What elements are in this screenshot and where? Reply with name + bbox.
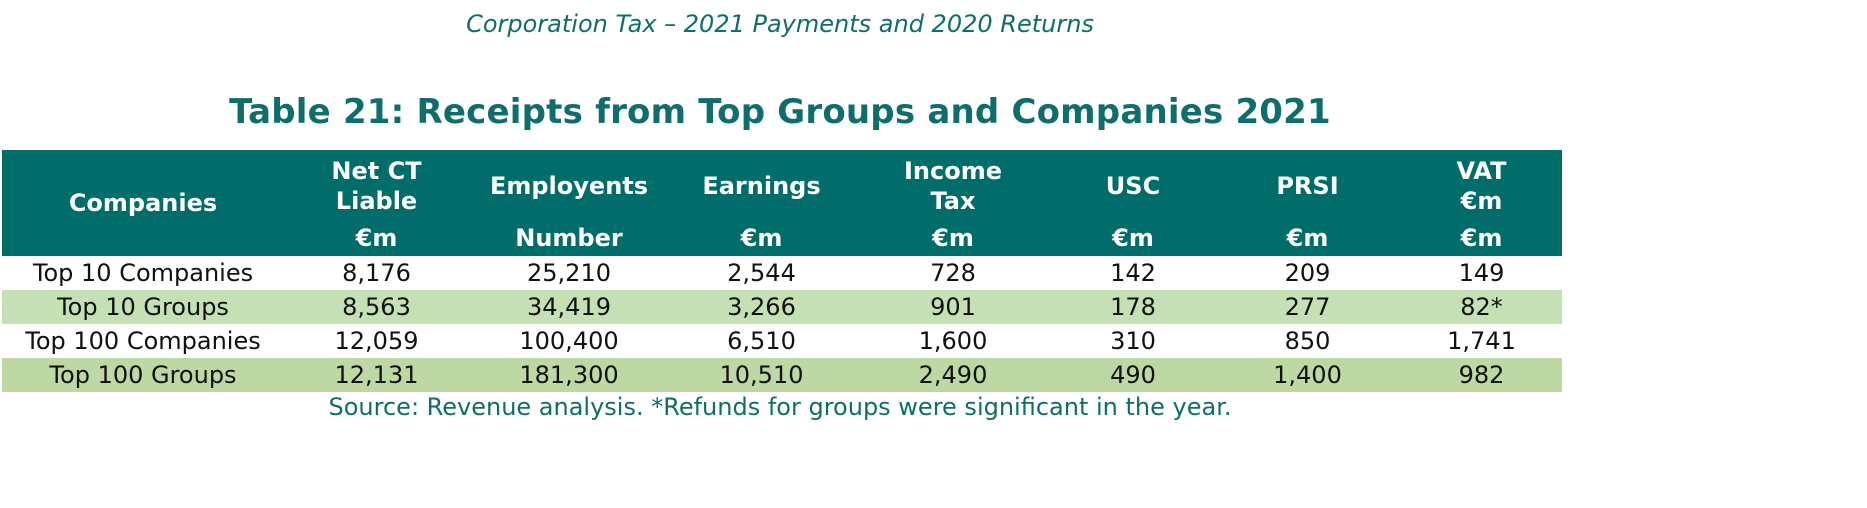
cell-usc: 142 <box>1052 256 1214 290</box>
table-row: Top 10 Groups 8,563 34,419 3,266 901 178… <box>2 290 1562 324</box>
cell-employents: 34,419 <box>469 290 669 324</box>
cell-earnings: 10,510 <box>669 358 854 392</box>
document-header-title: Corporation Tax – 2021 Payments and 2020… <box>466 10 1094 38</box>
column-unit-net-ct-liable: €m <box>284 222 469 256</box>
header-unit-row: €m Number €m €m €m €m €m <box>2 222 1562 256</box>
table-row: Top 100 Groups 12,131 181,300 10,510 2,4… <box>2 358 1562 392</box>
cell-vat: 82* <box>1401 290 1562 324</box>
column-unit-prsi: €m <box>1214 222 1401 256</box>
cell-vat: 149 <box>1401 256 1562 290</box>
column-header-income-tax: Income Tax <box>854 150 1052 222</box>
cell-earnings: 6,510 <box>669 324 854 358</box>
cell-net-ct-liable: 8,563 <box>284 290 469 324</box>
column-header-employents: Employents <box>469 150 669 222</box>
column-header-prsi: PRSI <box>1214 150 1401 222</box>
column-unit-employents: Number <box>469 222 669 256</box>
column-unit-earnings: €m <box>669 222 854 256</box>
cell-usc: 178 <box>1052 290 1214 324</box>
table-header: Companies Net CT Liable Employents Earnin… <box>2 150 1562 256</box>
table-title: Table 21: Receipts from Top Groups and C… <box>229 92 1331 132</box>
cell-prsi: 277 <box>1214 290 1401 324</box>
cell-employents: 25,210 <box>469 256 669 290</box>
row-label: Top 10 Groups <box>2 290 284 324</box>
receipts-table: Companies Net CT Liable Employents Earnin… <box>2 150 1562 392</box>
row-label: Top 100 Groups <box>2 358 284 392</box>
cell-prsi: 850 <box>1214 324 1401 358</box>
row-label: Top 100 Companies <box>2 324 284 358</box>
column-unit-vat: €m <box>1401 222 1562 256</box>
cell-net-ct-liable: 12,059 <box>284 324 469 358</box>
cell-usc: 490 <box>1052 358 1214 392</box>
cell-income-tax: 901 <box>854 290 1052 324</box>
table-row: Top 10 Companies 8,176 25,210 2,544 728 … <box>2 256 1562 290</box>
header-label-row: Companies Net CT Liable Employents Earnin… <box>2 150 1562 256</box>
cell-vat: 982 <box>1401 358 1562 392</box>
cell-income-tax: 728 <box>854 256 1052 290</box>
table-row: Top 100 Companies 12,059 100,400 6,510 1… <box>2 324 1562 358</box>
cell-income-tax: 1,600 <box>854 324 1052 358</box>
row-label: Top 10 Companies <box>2 256 284 290</box>
cell-prsi: 209 <box>1214 256 1401 290</box>
column-header-usc: USC <box>1052 150 1214 222</box>
cell-vat: 1,741 <box>1401 324 1562 358</box>
column-header-vat: VAT €m <box>1401 150 1562 222</box>
column-unit-usc: €m <box>1052 222 1214 256</box>
cell-earnings: 2,544 <box>669 256 854 290</box>
cell-earnings: 3,266 <box>669 290 854 324</box>
cell-usc: 310 <box>1052 324 1214 358</box>
cell-income-tax: 2,490 <box>854 358 1052 392</box>
column-header-earnings: Earnings <box>669 150 854 222</box>
cell-net-ct-liable: 8,176 <box>284 256 469 290</box>
cell-prsi: 1,400 <box>1214 358 1401 392</box>
column-header-net-ct-liable: Net CT Liable <box>284 150 469 222</box>
table-source-note: Source: Revenue analysis. *Refunds for g… <box>328 393 1232 421</box>
column-header-companies: Companies <box>2 150 284 256</box>
cell-employents: 181,300 <box>469 358 669 392</box>
column-unit-income-tax: €m <box>854 222 1052 256</box>
table-body: Top 10 Companies 8,176 25,210 2,544 728 … <box>2 256 1562 392</box>
cell-net-ct-liable: 12,131 <box>284 358 469 392</box>
cell-employents: 100,400 <box>469 324 669 358</box>
